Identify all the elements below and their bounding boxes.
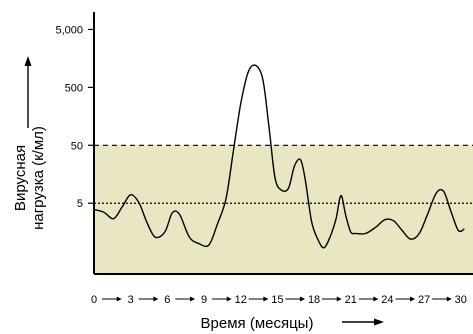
x-tick-label: 12 — [235, 294, 247, 306]
series-line — [93, 64, 465, 249]
y-axis-title-line2: нагрузка (к/мл) — [30, 126, 47, 230]
x-tick-arrow-icon — [322, 296, 342, 302]
x-axis-arrow-icon — [342, 318, 384, 326]
x-tick-arrow-icon — [212, 296, 232, 302]
y-tick-label: 5 — [77, 198, 83, 210]
x-tick-label: 21 — [345, 294, 357, 306]
x-tick-label: 24 — [381, 294, 393, 306]
y-axis-arrow-icon — [24, 56, 32, 128]
y-tick-label: 5,000 — [55, 24, 83, 36]
x-tick-label: 9 — [201, 294, 207, 306]
y-tick-label: 50 — [71, 140, 83, 152]
safe-zone-band — [94, 145, 473, 274]
x-tick-arrow-icon — [395, 296, 416, 302]
x-tick-arrow-icon — [248, 296, 269, 302]
y-tick-label: 500 — [65, 82, 83, 94]
y-axis-title: Вирусная нагрузка (к/мл) — [12, 126, 47, 230]
x-tick-arrow-icon — [102, 296, 122, 302]
x-tick-label: 18 — [308, 294, 320, 306]
x-tick-arrow-icon — [432, 296, 452, 302]
x-tick-label: 6 — [164, 294, 170, 306]
x-tick-arrow-icon — [175, 296, 196, 302]
x-tick-label: 15 — [271, 294, 283, 306]
x-tick-arrow-icon — [358, 296, 379, 302]
x-tick-label: 3 — [128, 294, 134, 306]
x-tick-label: 27 — [418, 294, 430, 306]
y-axis-title-line1: Вирусная — [12, 145, 29, 211]
x-tick-arrow-icon — [138, 296, 159, 302]
x-tick-label: 0 — [91, 294, 97, 306]
x-tick-label: 30 — [455, 294, 467, 306]
x-axis-title: Время (месяцы) — [201, 315, 314, 332]
x-tick-arrow-icon — [285, 296, 306, 302]
